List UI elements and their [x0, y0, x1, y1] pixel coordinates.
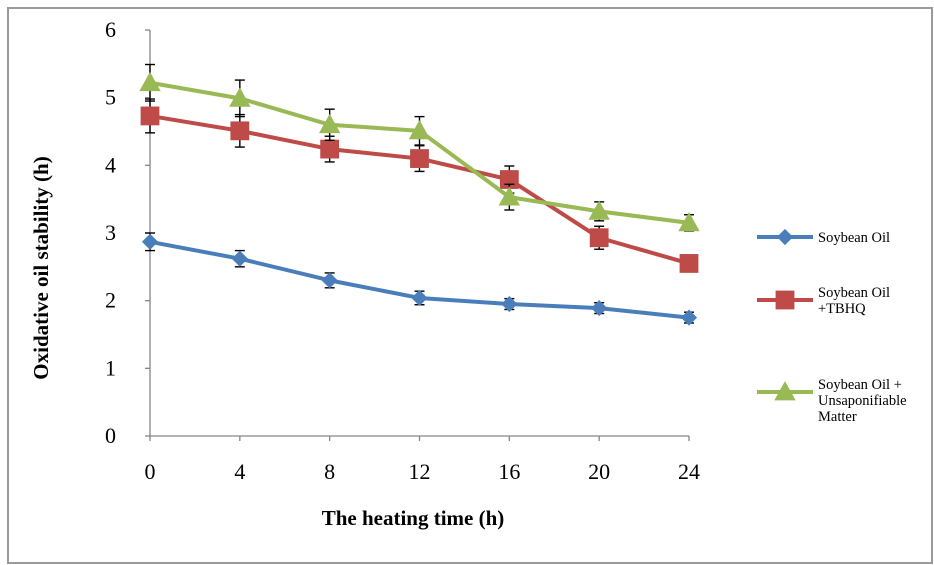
data-point [321, 272, 338, 289]
data-point [229, 87, 251, 107]
data-point [411, 289, 428, 307]
y-axis-title: Oxidative oil stability (h) [29, 156, 53, 379]
legend-label: Soybean Oil [818, 285, 890, 301]
x-tick-label: 12 [409, 459, 431, 484]
x-tick-label: 20 [588, 459, 610, 484]
legend-label: Soybean Oil + [818, 377, 902, 393]
data-point [589, 228, 609, 248]
legend-entry-soybean-oil-tbhq: Soybean Oil+TBHQ [757, 285, 890, 317]
data-point [679, 254, 699, 273]
x-tick-label: 8 [324, 459, 335, 484]
x-tick-label: 4 [234, 459, 245, 484]
legend-marker [776, 228, 794, 246]
data-point [678, 212, 700, 232]
y-tick-label: 5 [105, 85, 116, 110]
y-tick-label: 1 [105, 355, 116, 380]
legend-label: Soybean Oil [818, 230, 890, 246]
x-tick-label: 24 [678, 459, 700, 484]
data-point [139, 71, 161, 92]
x-tick-label: 0 [145, 459, 156, 484]
legend-marker [775, 290, 795, 310]
data-point [318, 113, 341, 134]
legend-label: Matter [818, 409, 857, 425]
x-axis-title: The heating time (h) [322, 506, 505, 530]
y-tick-label: 3 [105, 220, 116, 245]
legend-label: +TBHQ [818, 301, 866, 317]
y-tick-label: 6 [105, 17, 116, 42]
data-point [498, 186, 521, 206]
data-point [140, 106, 160, 126]
y-tick-label: 2 [105, 288, 116, 313]
data-point [231, 250, 248, 267]
data-point [410, 149, 429, 168]
y-tick-label: 4 [105, 152, 116, 177]
legend-entry-soybean-oil: Soybean Oil [757, 228, 890, 246]
y-tick-label: 0 [105, 423, 116, 448]
legend-marker [774, 381, 796, 401]
outer-border [7, 7, 933, 564]
series-soybean-oil-unsaponifiable-matter [139, 63, 700, 232]
legend-label: Unsaponifiable [818, 393, 907, 409]
data-point [501, 295, 518, 313]
series-soybean-oil [141, 232, 698, 326]
data-point [591, 300, 608, 317]
data-point [230, 121, 250, 141]
data-point [680, 309, 698, 326]
data-point [320, 139, 340, 159]
x-tick-label: 16 [498, 459, 520, 484]
data-point [588, 200, 610, 220]
data-point [408, 119, 431, 140]
data-point [141, 233, 159, 250]
